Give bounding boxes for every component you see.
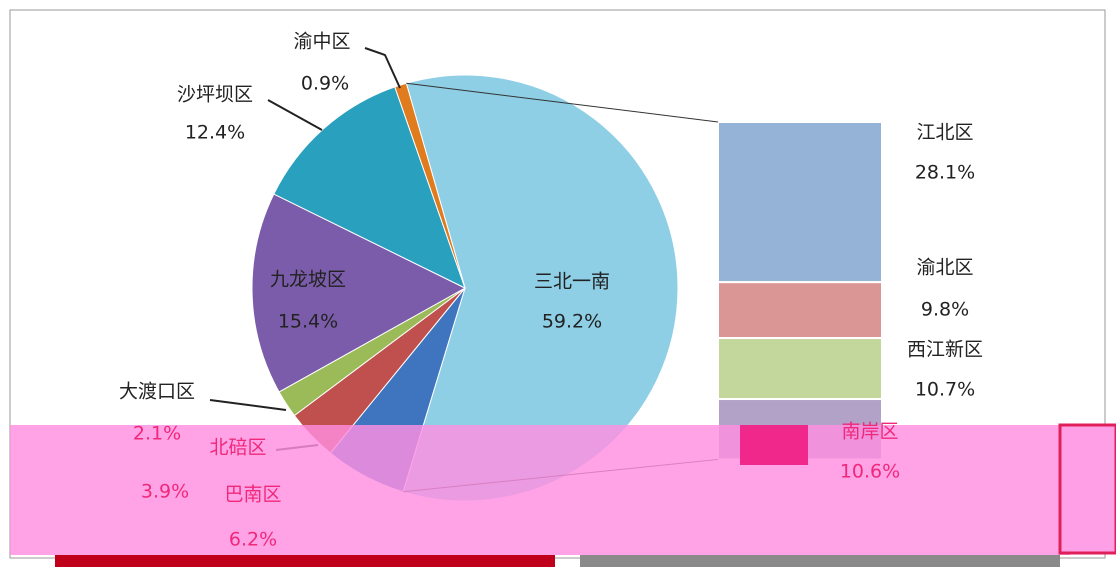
overlay-patch [740, 425, 808, 465]
overlay-strip [580, 555, 1060, 567]
bar-segment [717, 337, 883, 401]
slice-value: 0.9% [301, 73, 349, 95]
pie-slice [273, 86, 466, 289]
slice-value: 2.1% [133, 423, 181, 445]
slice-label: 大渡口区 [119, 381, 195, 403]
leader-line [364, 47, 401, 89]
slice-label: 九龙坡区 [270, 269, 346, 291]
slice-value: 59.2% [542, 311, 602, 333]
overlay-band [10, 425, 1070, 555]
slice-value: 12.4% [185, 122, 245, 144]
bar-label: 江北区 [916, 122, 973, 144]
bar-label: 渝北区 [916, 257, 973, 279]
bar-value: 9.8% [921, 299, 969, 321]
slice-label: 沙坪坝区 [177, 84, 253, 106]
overlay-box [1058, 423, 1116, 555]
slice-label: 三北一南 [534, 271, 610, 293]
pie [251, 74, 679, 502]
bar-value: 10.7% [915, 379, 975, 401]
slice-value: 3.9% [141, 481, 189, 503]
slice-label: 渝中区 [293, 31, 350, 53]
bar-segment [717, 121, 883, 284]
slice-value: 6.2% [229, 529, 277, 551]
slice-value: 15.4% [278, 311, 338, 333]
leader-line [209, 399, 287, 411]
chart-frame [9, 9, 1106, 559]
pie-slice [251, 193, 467, 393]
leader-line [267, 99, 323, 131]
slice-label: 北碚区 [209, 437, 266, 459]
bar-label: 西江新区 [907, 339, 983, 361]
overlay [10, 423, 1116, 567]
labels: 三北一南 59.2% 巴南区 6.2% 北碚区 3.9% 大渡口区 2.1% 九龙坡区 15.4%… [119, 31, 983, 551]
bar-value: 28.1% [915, 162, 975, 184]
bar-value: 10.6% [840, 461, 900, 483]
bar-label: 南岸区 [841, 421, 898, 443]
overlay-strip [55, 555, 555, 567]
bar-segment [717, 281, 883, 340]
connector [406, 82, 719, 123]
slice-label: 巴南区 [224, 484, 281, 506]
pie-slice [394, 82, 466, 289]
